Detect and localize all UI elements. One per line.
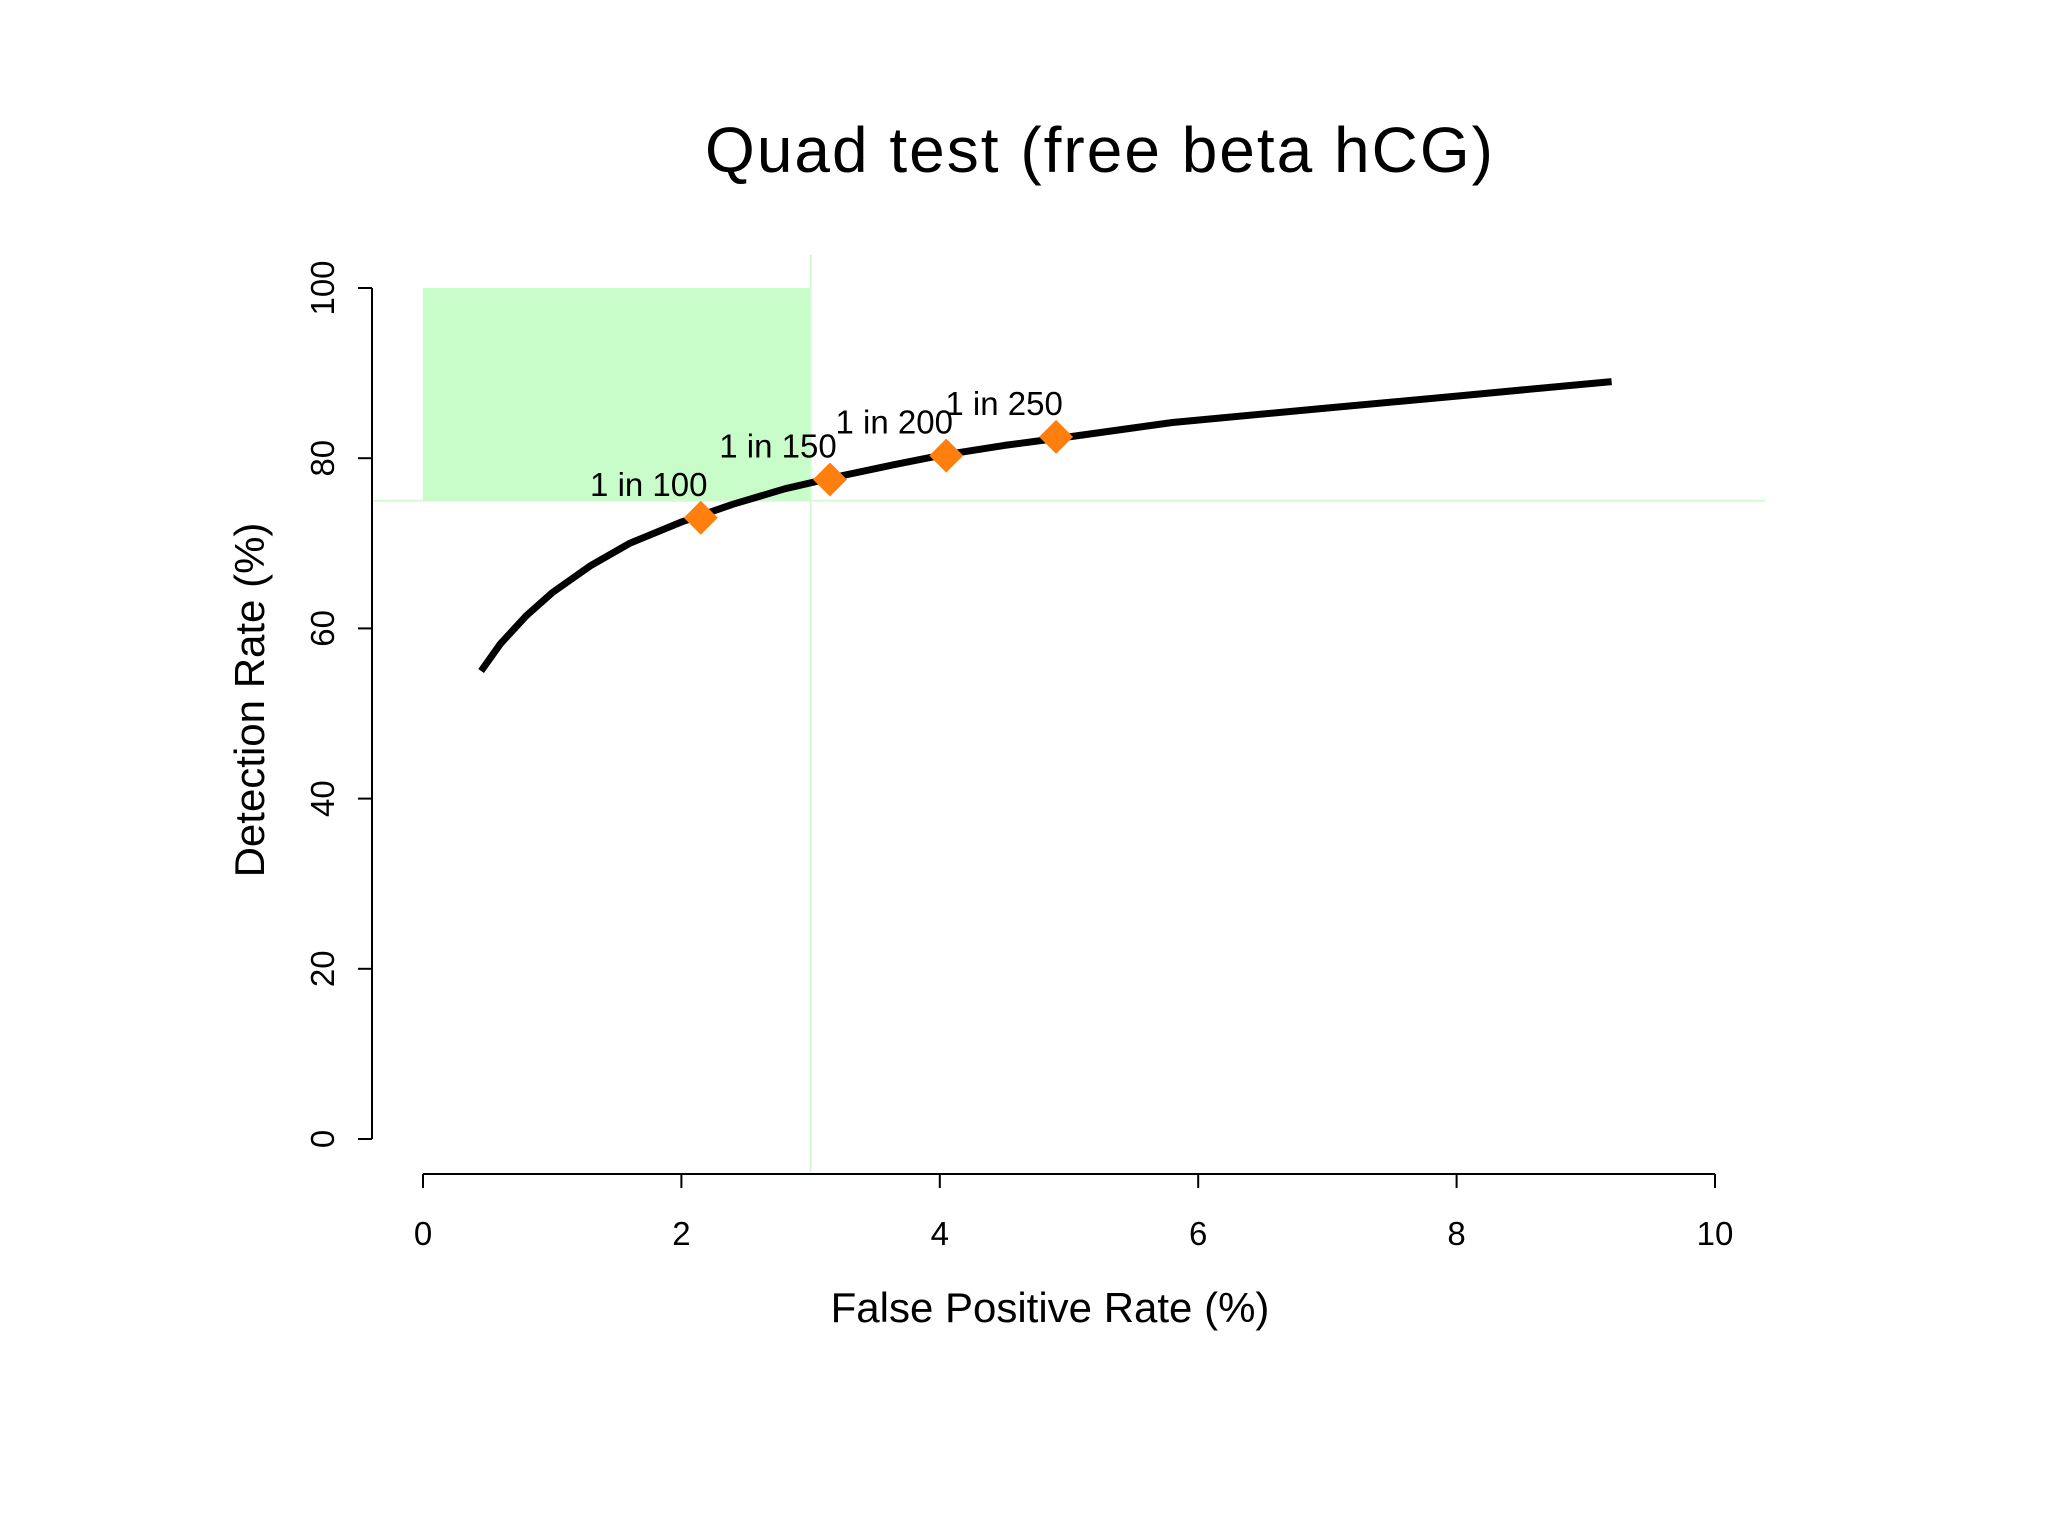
y-tick-label: 60 bbox=[304, 610, 341, 647]
y-tick-label: 20 bbox=[304, 950, 341, 987]
x-tick-label: 10 bbox=[1697, 1215, 1734, 1252]
x-tick-label: 2 bbox=[672, 1215, 690, 1252]
y-tick-label: 40 bbox=[304, 780, 341, 817]
x-axis: 0 2 4 6 8 10 bbox=[414, 1173, 1734, 1252]
x-tick-label: 8 bbox=[1447, 1215, 1465, 1252]
data-point-label: 1 in 100 bbox=[590, 466, 707, 503]
markers bbox=[683, 419, 1074, 535]
y-axis-label: Detection Rate (%) bbox=[226, 523, 273, 878]
chart-title: Quad test (free beta hCG) bbox=[705, 114, 1495, 186]
data-point-marker bbox=[683, 500, 718, 535]
y-tick-label: 100 bbox=[304, 260, 341, 315]
y-tick-label: 0 bbox=[304, 1130, 341, 1148]
x-tick-label: 0 bbox=[414, 1215, 432, 1252]
target-region bbox=[423, 288, 811, 501]
x-axis-label: False Positive Rate (%) bbox=[831, 1284, 1270, 1331]
y-axis: 0 20 40 60 80 100 bbox=[304, 260, 373, 1148]
x-tick-label: 6 bbox=[1189, 1215, 1207, 1252]
data-point-label: 1 in 250 bbox=[945, 385, 1062, 422]
data-point-label: 1 in 150 bbox=[719, 427, 836, 464]
data-point-label: 1 in 200 bbox=[836, 404, 953, 441]
data-point-marker bbox=[812, 462, 847, 497]
x-tick-label: 4 bbox=[931, 1215, 949, 1252]
data-point-marker bbox=[929, 438, 964, 473]
series-line bbox=[478, 378, 1612, 674]
y-tick-label: 80 bbox=[304, 440, 341, 477]
data-point-marker bbox=[1039, 419, 1074, 454]
